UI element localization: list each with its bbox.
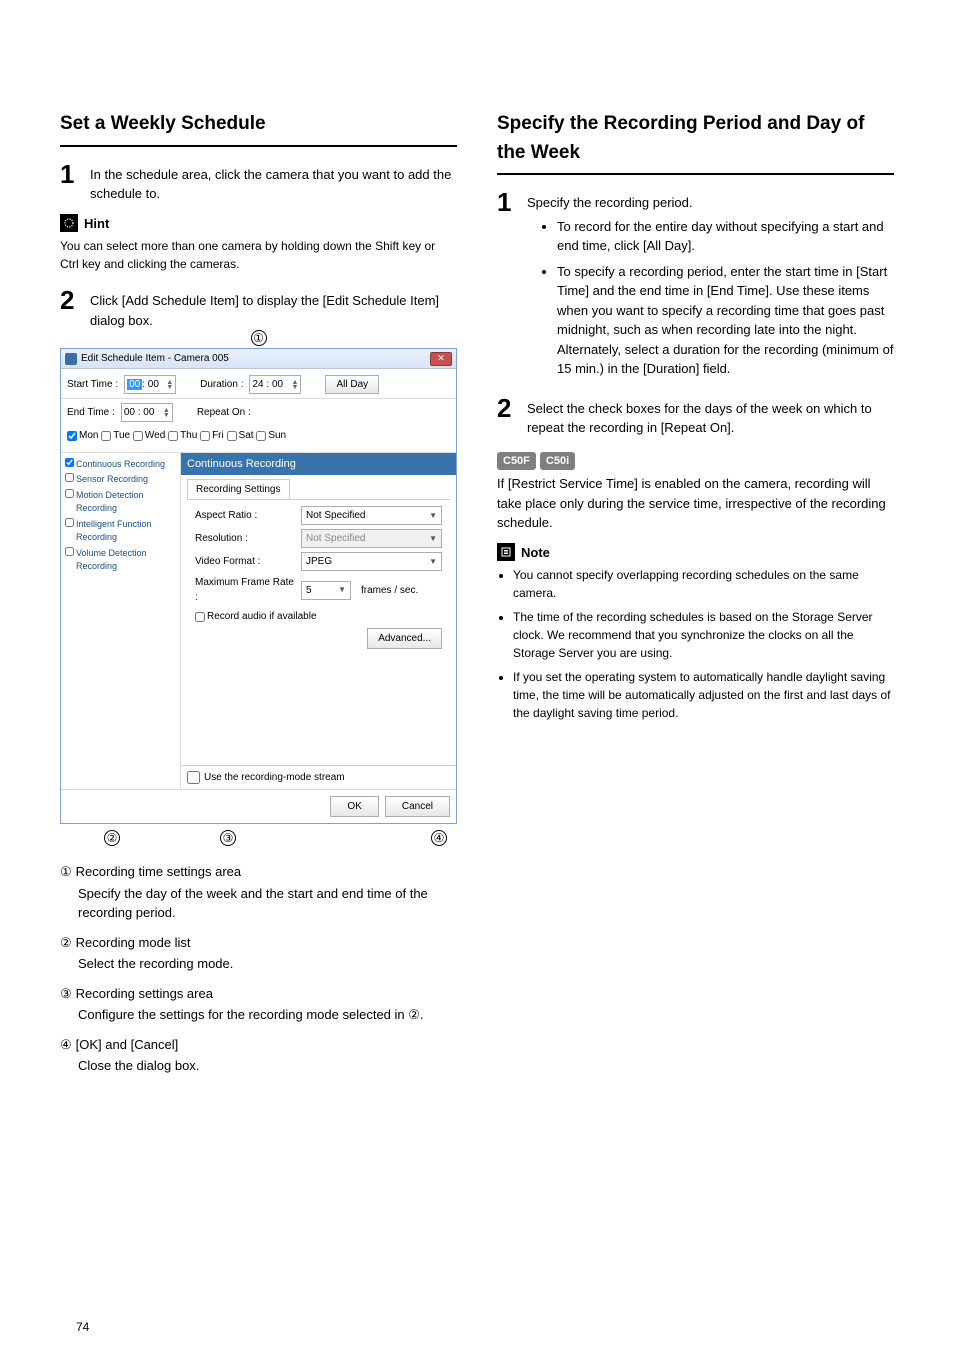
rule: [497, 173, 894, 175]
record-audio-checkbox[interactable]: Record audio if available: [195, 609, 317, 624]
duration-input[interactable]: 24 : 00 ▲▼: [249, 375, 301, 394]
ok-button[interactable]: OK: [330, 796, 378, 817]
legend-item: ②Recording mode listSelect the recording…: [60, 933, 457, 974]
mode-item[interactable]: Volume Detection Recording: [63, 546, 178, 575]
recording-settings-pane: Continuous Recording Recording Settings …: [181, 453, 456, 790]
dialog-body: Continuous RecordingSensor RecordingMoti…: [61, 453, 456, 790]
step-1-text: In the schedule area, click the camera t…: [90, 161, 457, 204]
day-checkbox-sun[interactable]: Sun: [256, 428, 286, 443]
dialog-title: Edit Schedule Item - Camera 005: [81, 351, 229, 366]
edit-schedule-dialog: Edit Schedule Item - Camera 005 ✕ Start …: [60, 348, 457, 824]
duration-label: Duration :: [200, 377, 243, 392]
dialog-footer: OK Cancel: [61, 789, 456, 823]
time-row-1: Start Time : 00: 00 ▲▼ Duration : 24 : 0…: [61, 369, 456, 399]
r-step-1: 1 Specify the recording period. To recor…: [497, 189, 894, 385]
step-num-1: 1: [60, 161, 80, 204]
rule: [60, 145, 457, 147]
hint-label: Hint: [84, 214, 109, 234]
legend-item: ③Recording settings areaConfigure the se…: [60, 984, 457, 1025]
end-time-label: End Time :: [67, 405, 115, 420]
advanced-button[interactable]: Advanced...: [367, 628, 442, 649]
step-num-2: 2: [60, 287, 80, 330]
left-column: Set a Weekly Schedule 1 In the schedule …: [60, 110, 457, 1086]
note-item: The time of the recording schedules is b…: [513, 608, 894, 662]
titlebar: Edit Schedule Item - Camera 005 ✕: [61, 349, 456, 369]
legend-item: ④[OK] and [Cancel]Close the dialog box.: [60, 1035, 457, 1076]
callout-4: ④: [431, 830, 447, 846]
close-icon[interactable]: ✕: [430, 352, 452, 366]
start-time-input[interactable]: 00: 00 ▲▼: [124, 375, 176, 394]
step-1: 1 In the schedule area, click the camera…: [60, 161, 457, 204]
video-format-label: Video Format :: [195, 554, 295, 569]
legend-item: ①Recording time settings areaSpecify the…: [60, 862, 457, 923]
day-checkbox-sat[interactable]: Sat: [227, 428, 254, 443]
hint-body: You can select more than one camera by h…: [60, 237, 457, 273]
fps-suffix: frames / sec.: [361, 583, 418, 598]
recording-period-bullets: To record for the entire day without spe…: [527, 217, 894, 379]
note-item: If you set the operating system to autom…: [513, 668, 894, 722]
repeat-on-label: Repeat On :: [197, 405, 251, 420]
day-checkbox-wed[interactable]: Wed: [133, 428, 165, 443]
start-time-label: Start Time :: [67, 377, 118, 392]
day-checkbox-thu[interactable]: Thu: [168, 428, 197, 443]
mode-item[interactable]: Motion Detection Recording: [63, 488, 178, 517]
r-step-num-2: 2: [497, 395, 517, 438]
page-number: 74: [76, 1318, 89, 1336]
note-list: You cannot specify overlapping recording…: [497, 566, 894, 722]
aspect-ratio-label: Aspect Ratio :: [195, 508, 295, 523]
pane-title: Continuous Recording: [181, 453, 456, 476]
bullet-item: To record for the entire day without spe…: [557, 217, 894, 256]
right-column: Specify the Recording Period and Day of …: [497, 110, 894, 1086]
step-2-text: Click [Add Schedule Item] to display the…: [90, 287, 457, 330]
video-format-select[interactable]: JPEG▼: [301, 552, 442, 571]
dialog-screenshot: ① Edit Schedule Item - Camera 005 ✕ Star…: [60, 348, 457, 850]
days-checkboxes: Mon Tue Wed Thu Fri Sat Sun: [67, 428, 286, 446]
r-step-2: 2 Select the check boxes for the days of…: [497, 395, 894, 438]
max-frame-rate-label: Maximum Frame Rate :: [195, 575, 295, 605]
r-step-1-text: Specify the recording period.: [527, 193, 894, 213]
day-checkbox-tue[interactable]: Tue: [101, 428, 130, 443]
resolution-select[interactable]: Not Specified▼: [301, 529, 442, 548]
mode-item[interactable]: Continuous Recording: [63, 457, 178, 473]
hint-header: Hint: [60, 214, 457, 234]
mode-item[interactable]: Intelligent Function Recording: [63, 517, 178, 546]
note-icon: [497, 543, 515, 561]
camera-badge: C50F: [497, 452, 536, 471]
callout-1: ①: [251, 330, 267, 346]
step-2: 2 Click [Add Schedule Item] to display t…: [60, 287, 457, 330]
callout-3: ③: [220, 830, 236, 846]
max-frame-rate-select[interactable]: 5▼: [301, 581, 351, 600]
right-title: Specify the Recording Period and Day of …: [497, 110, 894, 167]
r-step-num-1: 1: [497, 189, 517, 385]
left-title: Set a Weekly Schedule: [60, 110, 457, 139]
camera-badge: C50i: [540, 452, 575, 471]
r-step-2-text: Select the check boxes for the days of t…: [527, 395, 894, 438]
bullet-item: To specify a recording period, enter the…: [557, 262, 894, 379]
aspect-ratio-select[interactable]: Not Specified▼: [301, 506, 442, 525]
resolution-label: Resolution :: [195, 531, 295, 546]
recording-settings-tab[interactable]: Recording Settings: [187, 479, 290, 499]
end-time-input[interactable]: 00 : 00 ▲▼: [121, 403, 173, 422]
mode-item[interactable]: Sensor Recording: [63, 472, 178, 488]
note-header: Note: [497, 543, 894, 563]
note-item: You cannot specify overlapping recording…: [513, 566, 894, 602]
window-icon: [65, 353, 77, 365]
badge-text: If [Restrict Service Time] is enabled on…: [497, 474, 894, 533]
legend-list: ①Recording time settings areaSpecify the…: [60, 862, 457, 1076]
day-checkbox-mon[interactable]: Mon: [67, 428, 98, 443]
hint-icon: [60, 214, 78, 232]
recording-mode-list: Continuous RecordingSensor RecordingMoti…: [61, 453, 181, 790]
cancel-button[interactable]: Cancel: [385, 796, 450, 817]
callout-2: ②: [104, 830, 120, 846]
settings-grid: Aspect Ratio : Not Specified▼ Resolution…: [187, 499, 450, 765]
camera-badges: C50FC50i: [497, 452, 894, 471]
use-stream-checkbox[interactable]: Use the recording-mode stream: [181, 765, 456, 789]
note-label: Note: [521, 543, 550, 563]
all-day-button[interactable]: All Day: [325, 375, 379, 394]
day-checkbox-fri[interactable]: Fri: [200, 428, 224, 443]
time-row-2: End Time : 00 : 00 ▲▼ Repeat On : Mon Tu…: [61, 399, 456, 453]
